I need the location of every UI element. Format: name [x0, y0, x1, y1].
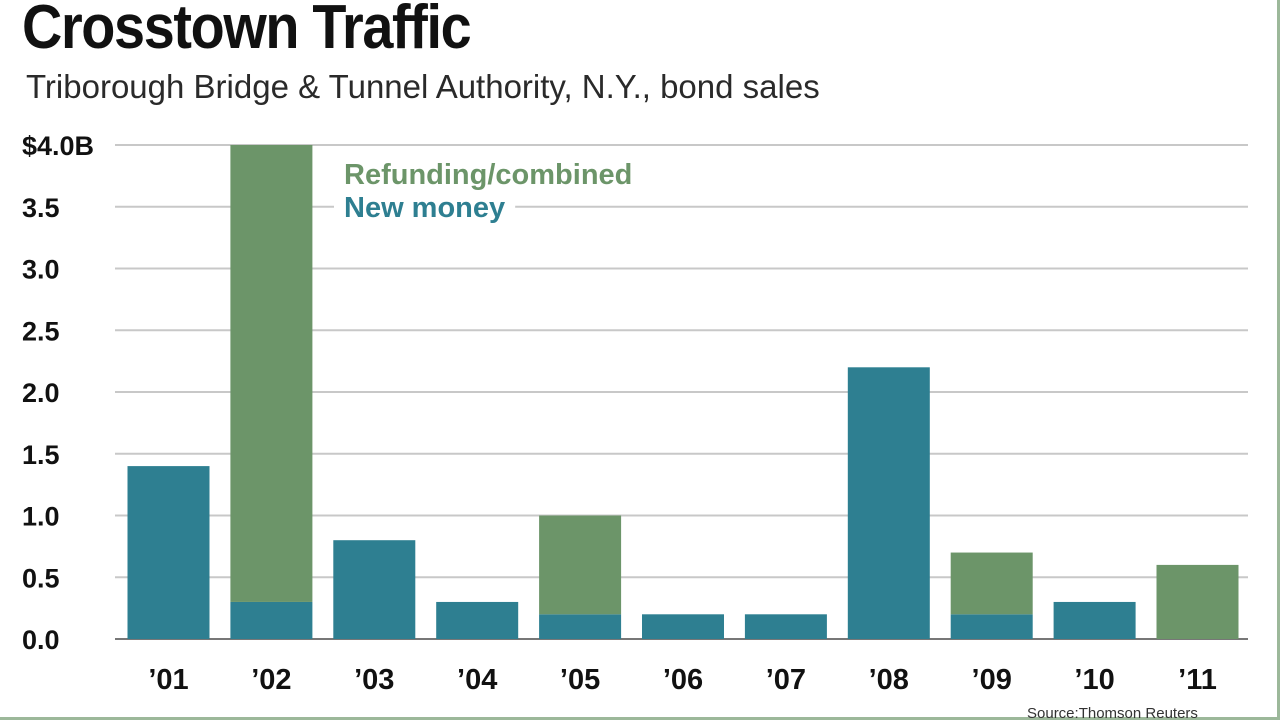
bar-new-money: [1053, 601, 1136, 639]
legend-item-label: Refunding/combined: [344, 159, 632, 191]
x-tick-label: ’07: [766, 664, 806, 696]
bar-refunding-combined: [1156, 564, 1239, 639]
x-tick-label: ’03: [354, 664, 394, 696]
x-axis-ticks: ’01 ’02 ’03 ’04 ’05 ’06 ’07 ’08 ’09 ’10 ’11: [148, 664, 1217, 696]
bar-new-money: [230, 601, 313, 639]
x-tick-label: ’05: [560, 664, 600, 696]
y-tick-label: 0.5: [22, 563, 60, 593]
y-tick-label: 3.0: [22, 255, 60, 285]
x-tick-label: ’02: [251, 664, 291, 696]
x-tick-label: ’08: [869, 664, 909, 696]
y-tick-label: 3.5: [22, 193, 60, 223]
bar-new-money: [436, 601, 519, 639]
bar-refunding-combined: [539, 515, 622, 615]
bar-new-money: [744, 614, 827, 639]
y-tick-label: 1.0: [22, 502, 60, 532]
bar-new-money: [642, 614, 724, 639]
legend-item-background: [334, 190, 516, 226]
x-tick-label: ’10: [1074, 664, 1114, 696]
x-tick-label: ’06: [663, 664, 703, 696]
chart-title: Crosstown Traffic: [22, 0, 472, 62]
y-tick-label: 0.0: [22, 625, 60, 655]
bar-refunding-combined: [950, 552, 1033, 615]
x-tick-label: ’01: [148, 664, 188, 696]
bars: [127, 145, 1239, 639]
bar-refunding-combined: [230, 145, 313, 602]
y-tick-label: $4.0B: [22, 131, 94, 161]
y-tick-label: 2.5: [22, 316, 60, 346]
y-tick-label: 1.5: [22, 440, 60, 470]
source-note: Source:Thomson Reuters: [1027, 705, 1198, 722]
y-tick-label: 2.0: [22, 378, 60, 408]
x-tick-label: ’11: [1178, 664, 1217, 696]
chart-subtitle: Triborough Bridge & Tunnel Authority, N.…: [26, 68, 820, 105]
bar-new-money: [127, 466, 210, 639]
x-tick-label: ’04: [457, 664, 497, 696]
bar-new-money: [333, 540, 416, 639]
legend-item-label: New money: [344, 192, 505, 224]
y-axis-ticks: 0.0 0.5 1.0 1.5 2.0 2.5 3.0 3.5 $4.0B: [22, 131, 94, 655]
legend-item-background: [334, 157, 643, 193]
bar-new-money: [950, 614, 1033, 639]
bar-new-money: [539, 614, 622, 639]
bar-new-money: [847, 367, 930, 639]
x-tick-label: ’09: [972, 664, 1012, 696]
